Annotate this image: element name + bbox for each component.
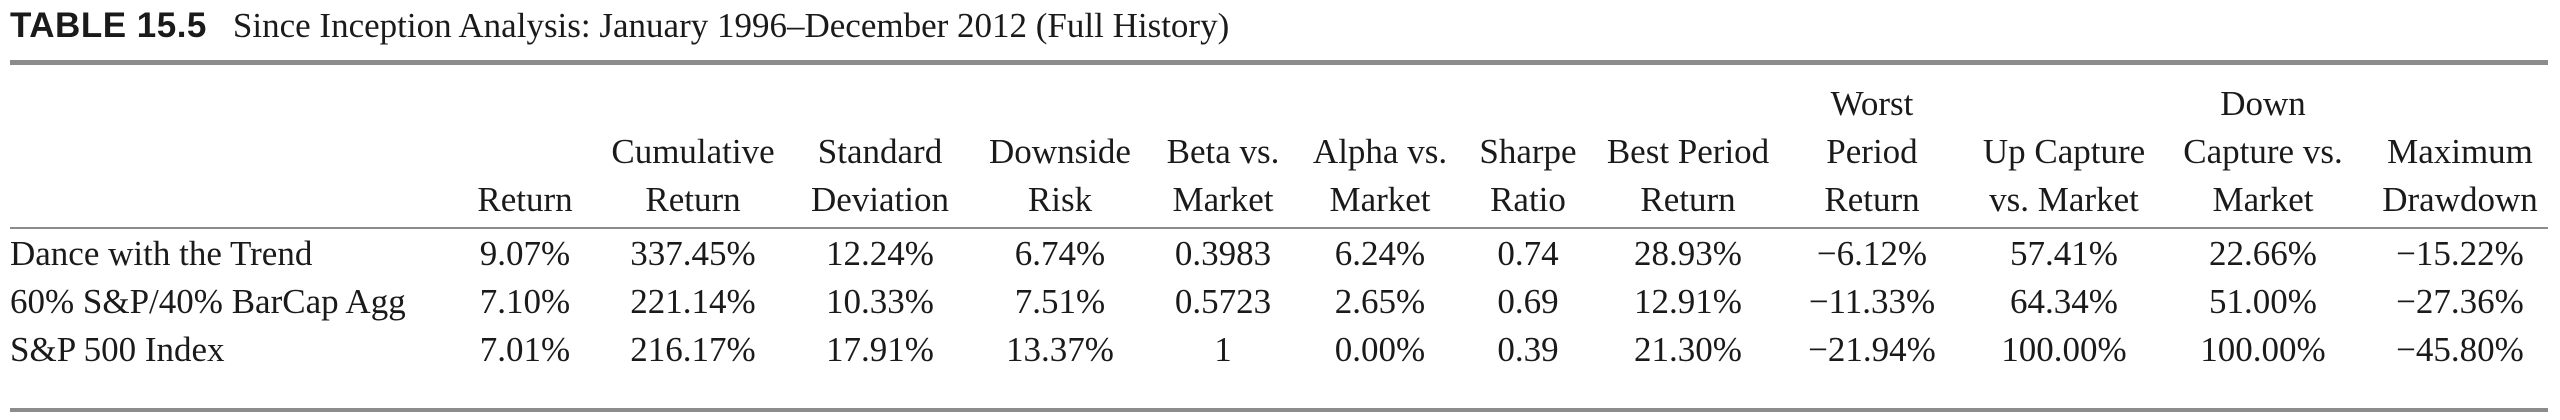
column-header: Cumulative Return [593, 128, 793, 224]
table-cell: 7.01% [479, 330, 571, 369]
column-header-line: Ratio [1490, 180, 1566, 219]
column-header: Maximum Drawdown [2360, 128, 2560, 224]
table-cell: 100.00% [2001, 330, 2127, 369]
table-label: TABLE 15.5 [10, 6, 207, 45]
table-cell: 100.00% [2200, 330, 2326, 369]
table-cell: 17.91% [826, 330, 934, 369]
table-cell: 0.5723 [1174, 282, 1272, 321]
column-header-line: Drawdown [2382, 180, 2538, 219]
column-header: Best Period Return [1588, 128, 1788, 224]
table-cell: 0.74 [1497, 234, 1559, 273]
table-cell: 57.41% [2010, 234, 2118, 273]
column-header-line: Return [477, 180, 573, 219]
row-label: Dance with the Trend [10, 234, 313, 273]
table-cell: 0.39 [1497, 330, 1559, 369]
column-header-line: Market [1172, 180, 1274, 219]
table-cell: 9.07% [479, 234, 571, 273]
table-cell: 7.51% [1014, 282, 1106, 321]
column-header: Downside Risk [970, 128, 1150, 224]
table-cell: 0.69 [1497, 282, 1559, 321]
column-header-line: Risk [1027, 180, 1093, 219]
column-header-line: Period [1826, 132, 1918, 171]
column-header-line: Cumulative [611, 132, 775, 171]
column-header-line: Beta vs. [1166, 132, 1280, 171]
table-cell: 21.30% [1634, 330, 1742, 369]
table-cell: 2.65% [1334, 282, 1426, 321]
bottom-rule [10, 408, 2548, 412]
table-cell: 10.33% [826, 282, 934, 321]
table-cell: −6.12% [1816, 234, 1928, 273]
table-cell: 64.34% [2010, 282, 2118, 321]
column-header-line: Deviation [810, 180, 950, 219]
row-label: 60% S&P/40% BarCap Agg [10, 282, 406, 321]
table-cell: 1 [1214, 330, 1232, 369]
table-cell: 51.00% [2209, 282, 2317, 321]
column-header-line: Alpha vs. [1312, 132, 1448, 171]
column-header-line: Down [2220, 84, 2306, 123]
table-cell: 28.93% [1634, 234, 1742, 273]
row-label: S&P 500 Index [10, 330, 225, 369]
column-header-line: Downside [989, 132, 1131, 171]
table-cell: −15.22% [2396, 234, 2524, 273]
table-cell: 0.00% [1334, 330, 1426, 369]
column-header-line: Return [1824, 180, 1920, 219]
column-header-line: Return [645, 180, 741, 219]
table-cell: −27.36% [2396, 282, 2524, 321]
column-header: Worst Period Return [1792, 80, 1952, 224]
column-header: Return [455, 176, 595, 224]
column-header: Alpha vs. Market [1300, 128, 1460, 224]
table-cell: −11.33% [1808, 282, 1936, 321]
table-title: Since Inception Analysis: January 1996–D… [232, 6, 1230, 45]
column-header-line: Market [1329, 180, 1431, 219]
column-header: Standard Deviation [790, 128, 970, 224]
table-cell: 221.14% [630, 282, 756, 321]
column-header: Down Capture vs. Market [2153, 80, 2373, 224]
column-header-line: vs. Market [1989, 180, 2139, 219]
top-rule [10, 60, 2548, 65]
table-cell: 6.74% [1014, 234, 1106, 273]
table-cell: 12.24% [826, 234, 934, 273]
column-header-line: Worst [1830, 84, 1914, 123]
column-header-line: Market [2212, 180, 2314, 219]
table-caption: TABLE 15.5 Since Inception Analysis: Janu… [10, 6, 1229, 46]
column-header-line: Best Period [1606, 132, 1770, 171]
column-header: Sharpe Ratio [1468, 128, 1588, 224]
header-rule [10, 227, 2548, 229]
table-cell: 6.24% [1334, 234, 1426, 273]
column-header-line: Up Capture [1982, 132, 2146, 171]
table-cell: 0.3983 [1174, 234, 1272, 273]
table-cell: 337.45% [630, 234, 756, 273]
table-cell: 12.91% [1634, 282, 1742, 321]
column-header: Beta vs. Market [1148, 128, 1298, 224]
column-headers: Return Cumulative Return Standard Deviation D… [0, 66, 2560, 224]
column-header-line: Capture vs. [2183, 132, 2343, 171]
column-header-line: Standard [817, 132, 943, 171]
column-header-line: Sharpe [1479, 132, 1577, 171]
table-cell: 22.66% [2209, 234, 2317, 273]
table-cell: 7.10% [479, 282, 571, 321]
column-header-line: Return [1640, 180, 1736, 219]
table-cell: −21.94% [1808, 330, 1936, 369]
column-header-line: Maximum [2387, 132, 2533, 171]
table-cell: −45.80% [2396, 330, 2524, 369]
table-cell: 216.17% [630, 330, 756, 369]
column-header: Up Capture vs. Market [1964, 128, 2164, 224]
table-cell: 13.37% [1006, 330, 1114, 369]
